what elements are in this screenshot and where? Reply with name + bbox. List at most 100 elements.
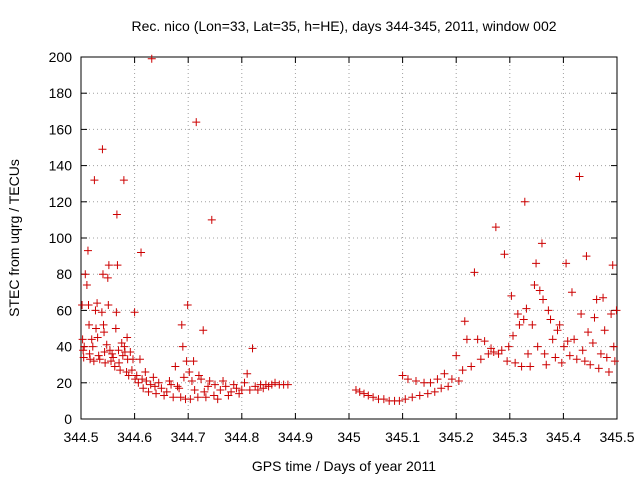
data-point [599,293,608,302]
y-tick-label: 160 [49,121,73,137]
data-point [194,371,203,380]
data-point [146,380,155,389]
data-point [460,317,469,326]
data-point [177,320,186,329]
data-point [118,351,127,360]
data-point [567,288,576,297]
data-point [497,346,506,355]
data-point [100,348,109,357]
y-tick-label: 180 [49,85,73,101]
data-point [207,215,216,224]
data-point [565,351,574,360]
data-point [135,355,144,364]
data-point [452,351,461,360]
y-tick-label: 100 [49,230,73,246]
y-tick-label: 60 [56,302,72,318]
data-point [103,273,112,282]
y-tick-label: 80 [56,266,72,282]
data-point [108,349,117,358]
data-point [520,197,529,206]
data-point [570,335,579,344]
data-point [503,357,512,366]
data-point [600,326,609,335]
data-point [169,393,178,402]
x-tick-label: 345.5 [599,429,634,445]
data-point [398,371,407,380]
data-point [102,340,111,349]
data-point [578,346,587,355]
data-point [199,326,208,335]
data-point [123,333,132,342]
data-point [190,386,199,395]
data-point [437,384,446,393]
x-tick-label: 345.4 [546,429,581,445]
data-point [104,261,113,270]
data-point [88,342,97,351]
data-point [540,349,549,358]
data-point [271,378,280,387]
data-point [86,355,95,364]
data-point [610,357,619,366]
data-point [131,375,140,384]
data-point [204,382,213,391]
data-point [91,306,100,315]
data-point [128,355,137,364]
data-point [522,304,531,313]
data-point [173,382,182,391]
data-point [201,393,210,402]
data-point [193,393,202,402]
data-point [189,357,198,366]
data-point [494,349,503,358]
data-point [458,366,467,375]
data-point [115,358,124,367]
data-point [582,252,591,261]
x-tick-label: 344.6 [117,429,152,445]
data-point [248,344,257,353]
data-point [137,248,146,257]
data-point [79,353,88,362]
data-point [415,391,424,400]
data-point [379,395,388,404]
data-point [539,295,548,304]
data-point [519,315,528,324]
data-point [395,396,404,405]
data-point [213,395,222,404]
data-point [546,315,555,324]
data-point [84,300,93,309]
data-point [544,306,553,315]
data-point [101,358,110,367]
data-point [264,382,273,391]
data-point [105,346,114,355]
data-point [134,378,143,387]
data-point [139,384,148,393]
x-axis-label: GPS time / Days of year 2011 [252,458,436,474]
data-point [369,393,378,402]
data-point [147,54,156,63]
x-tick-label: 344.9 [278,429,313,445]
data-point [355,387,364,396]
data-point [553,326,562,335]
data-point [116,366,125,375]
data-point [528,320,537,329]
data-point [612,306,621,315]
data-point [563,337,572,346]
data-point [182,357,191,366]
data-point [187,376,196,385]
data-point [219,376,228,385]
data-point [94,351,103,360]
data-point [80,342,89,351]
data-point [141,367,150,376]
data-point [403,375,412,384]
data-point [548,335,557,344]
data-point [559,342,568,351]
data-point [124,371,133,380]
data-point [542,360,551,369]
data-point [157,384,166,393]
data-point [283,380,292,389]
data-point [162,387,171,396]
data-point [588,338,597,347]
data-point [171,362,180,371]
x-tick-label: 345 [337,429,361,445]
data-point [515,320,524,329]
